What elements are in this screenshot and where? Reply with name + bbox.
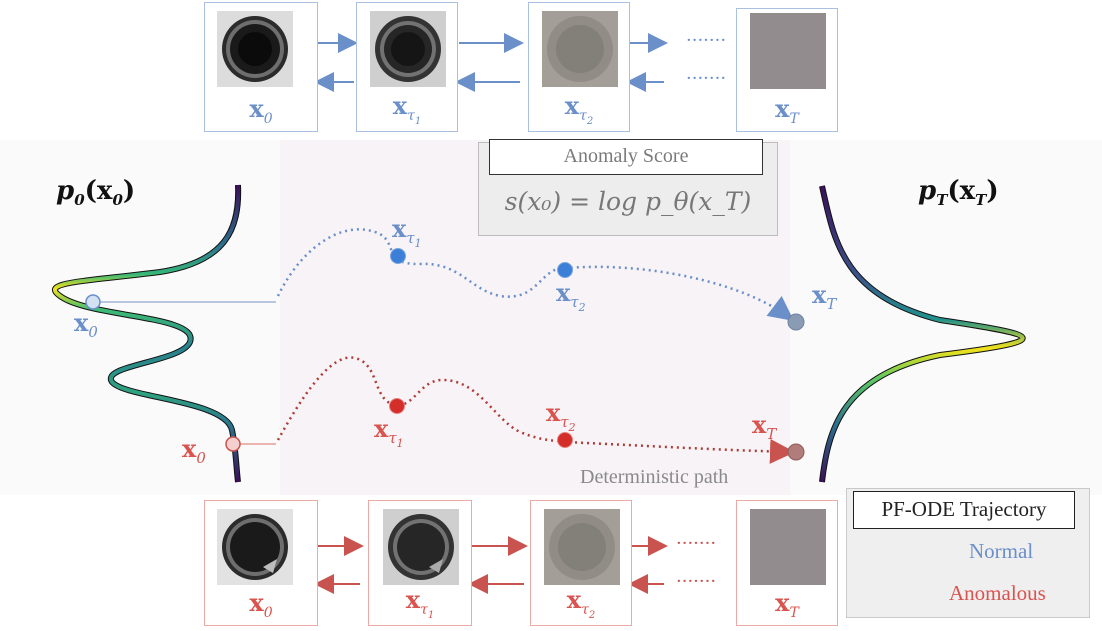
clean-part-image bbox=[217, 11, 293, 87]
top-ellipsis: ······· bbox=[686, 30, 727, 51]
anomalous-tau2-label: xτ2 bbox=[546, 398, 576, 434]
noisy-anomalous-image bbox=[544, 509, 620, 585]
normal-xT-point bbox=[787, 313, 805, 331]
top-frame-x0: x0 bbox=[204, 2, 318, 132]
pure-noise-image bbox=[750, 13, 826, 89]
normal-tau2-point bbox=[557, 262, 573, 278]
normal-tau1-point bbox=[390, 248, 406, 264]
legend-anomalous-label: Anomalous bbox=[949, 581, 1046, 605]
bottom-label-xtau2: xτ2 bbox=[566, 585, 596, 621]
legend-normal-label: Normal bbox=[969, 539, 1034, 563]
top-label-xtau2: xτ2 bbox=[564, 91, 594, 127]
anomalous-part-image bbox=[217, 509, 293, 585]
right-density-label: pT(xT) bbox=[918, 176, 999, 210]
bottom-label-xtau1: xτ1 bbox=[405, 585, 435, 621]
legend-title: PF-ODE Trajectory bbox=[853, 491, 1075, 529]
anomalous-tau1-label: xτ1 bbox=[374, 414, 404, 450]
top-label-x0: x0 bbox=[249, 94, 273, 127]
anomalous-tau1-point bbox=[389, 398, 405, 414]
anomaly-score-title: Anomaly Score bbox=[489, 139, 763, 175]
bottom-frame-xtau1: xτ1 bbox=[368, 500, 472, 626]
top-frame-xT: xT bbox=[736, 8, 838, 132]
top-ellipsis-back: ······· bbox=[686, 68, 727, 89]
anomalous-trajectory bbox=[276, 356, 795, 464]
bottom-frame-xtau2: xτ2 bbox=[530, 500, 632, 626]
anomalous-x0-point bbox=[225, 436, 241, 452]
anomalous-tau2-point bbox=[557, 432, 573, 448]
top-forward-arrows bbox=[314, 33, 668, 92]
noisy-part-image bbox=[542, 11, 618, 87]
slightly-noisy-part-image bbox=[370, 11, 446, 87]
normal-x0-label: x0 bbox=[74, 308, 98, 341]
normal-tau2-label: xτ2 bbox=[556, 278, 586, 314]
deterministic-path-label: Deterministic path bbox=[580, 466, 729, 488]
top-label-xtau1: xτ1 bbox=[392, 91, 422, 127]
right-density-curve bbox=[819, 185, 1026, 483]
anomalous-xT-label: xT bbox=[752, 410, 777, 443]
top-label-xT: xT bbox=[775, 94, 799, 127]
legend: PF-ODE Trajectory Normal Anomalous bbox=[846, 488, 1090, 618]
normal-xT-label: xT bbox=[812, 280, 837, 313]
pure-noise-anomalous-image bbox=[750, 509, 826, 585]
normal-trajectory bbox=[276, 228, 794, 322]
bottom-label-xT: xT bbox=[775, 588, 799, 621]
anomaly-score-formula: s(x₀) = log p_θ(x_T) bbox=[504, 187, 752, 216]
bottom-label-x0: x0 bbox=[249, 588, 273, 621]
top-frame-xtau2: xτ2 bbox=[528, 2, 630, 132]
anomalous-xT-point bbox=[787, 443, 805, 461]
bottom-ellipsis-back: ······· bbox=[676, 571, 717, 592]
left-density-label: p0(x0) bbox=[56, 176, 136, 210]
bottom-ellipsis: ······· bbox=[676, 533, 717, 554]
bottom-frame-x0: x0 bbox=[204, 500, 318, 626]
left-density-curve bbox=[51, 184, 242, 483]
bottom-arrows bbox=[314, 536, 668, 594]
normal-x0-point bbox=[85, 294, 101, 310]
normal-tau1-label: xτ1 bbox=[392, 214, 422, 250]
top-frame-xtau1: xτ1 bbox=[356, 2, 458, 132]
anomalous-x0-label: x0 bbox=[182, 434, 206, 467]
slightly-noisy-anomalous-image bbox=[383, 509, 459, 585]
anomaly-score-box: Anomaly Score s(x₀) = log p_θ(x_T) bbox=[478, 139, 778, 236]
bottom-frame-xT: xT bbox=[736, 500, 838, 626]
